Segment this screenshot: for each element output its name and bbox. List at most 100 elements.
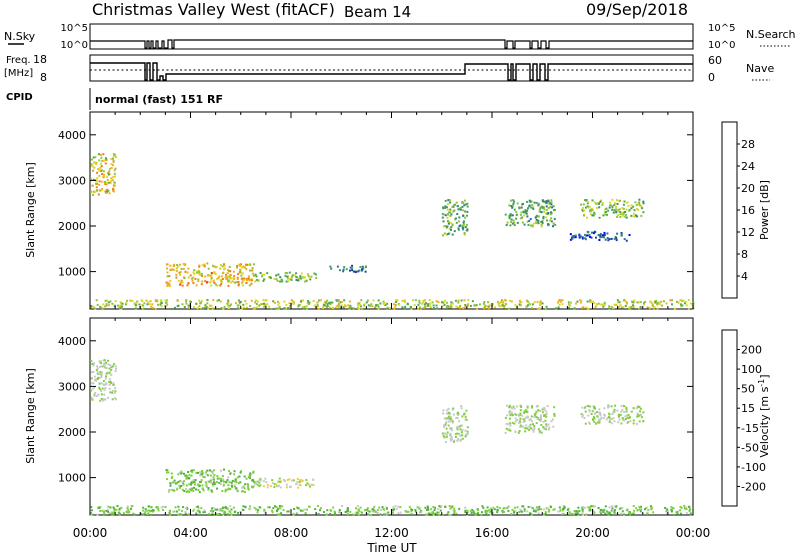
range-cell (234, 485, 237, 488)
range-cell (168, 275, 171, 278)
range-cell (339, 301, 342, 304)
range-cell (508, 406, 511, 409)
range-cell (238, 264, 241, 267)
range-cell (646, 509, 649, 512)
range-cell (263, 305, 266, 308)
range-cell (98, 507, 101, 509)
range-cell (582, 209, 584, 212)
range-cell (635, 214, 637, 217)
y-tick-label: 4000 (58, 129, 86, 142)
range-cell (316, 301, 319, 304)
range-cell (585, 216, 588, 219)
range-cell (172, 481, 174, 484)
range-cell (292, 301, 295, 304)
range-cell (642, 411, 645, 414)
range-cell (496, 505, 499, 508)
range-cell (184, 270, 187, 273)
range-cell (99, 399, 102, 402)
cpid-value: normal (fast) 151 RF (95, 93, 223, 106)
range-cell (621, 408, 624, 411)
range-cell (342, 270, 345, 273)
range-cell (343, 299, 346, 302)
range-cell (223, 264, 226, 267)
range-cell (261, 302, 264, 305)
range-cell (327, 302, 330, 305)
range-cell (447, 221, 450, 223)
range-cell (443, 417, 446, 420)
range-cell (652, 305, 655, 308)
range-cell (378, 506, 381, 509)
range-cell (448, 505, 451, 507)
range-cell (636, 412, 639, 415)
range-cell (264, 477, 267, 480)
range-cell (545, 412, 548, 415)
range-cell (150, 506, 153, 509)
range-cell (602, 511, 605, 513)
range-cell (593, 302, 596, 305)
range-cell (102, 398, 105, 401)
range-cell (452, 204, 455, 207)
range-cell (93, 362, 95, 365)
range-cell (112, 506, 115, 509)
range-cell (293, 274, 296, 277)
range-cell (460, 424, 463, 427)
range-cell (242, 265, 245, 268)
range-cell (604, 213, 607, 216)
range-cell (587, 414, 590, 417)
range-cell (507, 505, 510, 508)
range-cell (191, 279, 194, 282)
range-cell (529, 418, 532, 421)
range-cell (628, 308, 631, 310)
range-cell (578, 510, 581, 513)
range-cell (620, 232, 623, 234)
range-cell (513, 221, 516, 224)
range-cell (655, 299, 658, 302)
range-cell (505, 404, 508, 407)
range-cell (317, 513, 320, 515)
range-cell (567, 306, 570, 309)
range-cell (207, 488, 210, 491)
range-cell (151, 306, 154, 309)
range-cell (212, 507, 215, 509)
range-cell (544, 308, 547, 311)
range-cell (113, 184, 116, 187)
range-cell (530, 506, 533, 509)
range-cell (277, 301, 280, 304)
range-cell (229, 304, 231, 307)
range-cell (224, 490, 227, 493)
range-cell (138, 303, 141, 306)
range-cell (586, 234, 589, 237)
range-cell (175, 276, 178, 279)
range-cell (510, 411, 513, 414)
range-cell (287, 510, 290, 513)
range-cell (197, 505, 199, 508)
range-cell (326, 304, 329, 307)
range-cell (103, 384, 106, 387)
range-cell (487, 301, 490, 304)
range-cell (231, 485, 234, 488)
range-cell (179, 513, 181, 516)
range-cell (454, 217, 457, 220)
range-cell (464, 203, 467, 206)
range-cell (210, 272, 213, 274)
range-cell (215, 513, 218, 516)
range-cell (624, 415, 627, 418)
range-cell (186, 284, 189, 287)
range-cell (658, 303, 661, 306)
range-cell (119, 512, 122, 515)
range-cell (192, 489, 195, 492)
range-cell (541, 199, 544, 202)
range-cell (90, 359, 92, 362)
range-cell (571, 237, 574, 240)
range-cell (592, 510, 595, 513)
range-cell (264, 304, 267, 307)
range-cell (329, 301, 332, 304)
range-cell (226, 508, 229, 510)
range-cell (544, 427, 547, 430)
range-cell (96, 378, 99, 380)
range-cell (255, 279, 258, 282)
range-cell (264, 511, 267, 514)
range-cell (665, 302, 668, 305)
range-cell (235, 487, 238, 490)
range-cell (626, 201, 629, 204)
